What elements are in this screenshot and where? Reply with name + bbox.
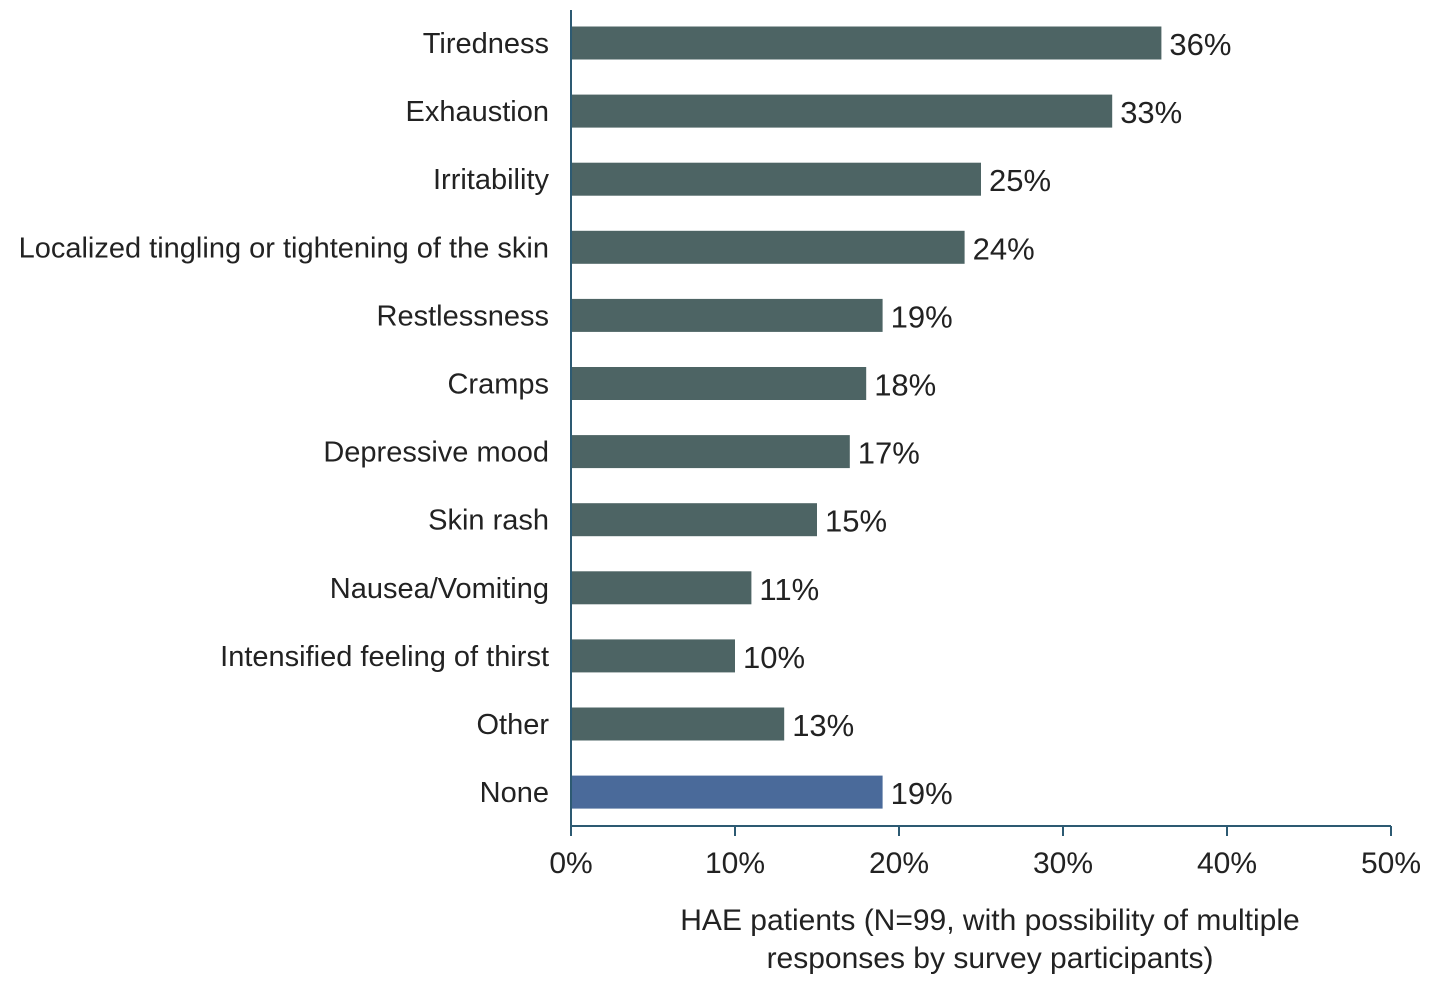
axes-group (570, 10, 1392, 836)
x-tick-label: 20% (869, 847, 929, 880)
bars-group (571, 26, 1162, 809)
data-label: 13% (792, 708, 854, 743)
data-label: 15% (825, 504, 887, 539)
x-tick-label: 0% (549, 847, 592, 880)
bar (571, 639, 735, 673)
data-label: 17% (858, 436, 920, 471)
data-label: 19% (891, 776, 953, 811)
data-label: 10% (743, 640, 805, 675)
x-tick-label: 10% (705, 847, 765, 880)
x-tick-label: 40% (1197, 847, 1257, 880)
bar (571, 503, 817, 537)
category-label: Localized tingling or tightening of the … (19, 232, 549, 264)
data-label: 11% (759, 572, 819, 607)
category-label: Restlessness (377, 300, 549, 332)
data-label: 36% (1169, 27, 1231, 62)
category-label: Intensified feeling of thirst (220, 641, 549, 673)
bar (571, 230, 965, 264)
x-tick-labels-group: 0% 10% 20% 30% 40% 50% (549, 847, 1421, 880)
bar (571, 26, 1162, 60)
category-label: Tiredness (423, 28, 549, 60)
x-tick-label: 50% (1361, 847, 1421, 880)
x-axis-title-line-2: responses by survey participants) (767, 942, 1214, 975)
bar (571, 707, 785, 741)
bar (571, 775, 883, 809)
category-label: Irritability (433, 164, 550, 196)
bar (571, 571, 752, 605)
x-tick-label: 30% (1033, 847, 1093, 880)
x-axis-title-line-1: HAE patients (N=99, with possibility of … (680, 904, 1299, 937)
category-label: Exhaustion (406, 96, 550, 128)
bar (571, 367, 867, 400)
category-labels-group: Tiredness Exhaustion Irritability Localized… (19, 28, 550, 809)
value-labels-group: 36% 33% 25% 24% 19% 18% 17% 15%11% 10% 13% 19% (743, 27, 1231, 811)
bar (571, 162, 981, 196)
bar (571, 298, 883, 332)
category-label: Nausea/Vomiting (330, 573, 549, 605)
data-label: 25% (989, 163, 1051, 198)
category-label: Cramps (447, 369, 549, 401)
category-label: Other (476, 709, 549, 741)
data-label: 24% (973, 231, 1035, 266)
data-label: 19% (891, 299, 953, 334)
data-label: 18% (874, 368, 936, 403)
category-label: None (480, 777, 549, 809)
data-label: 33% (1120, 95, 1182, 130)
category-label: Skin rash (428, 505, 549, 537)
bar (571, 435, 850, 469)
bar (571, 94, 1113, 128)
category-label: Depressive mood (323, 437, 549, 469)
